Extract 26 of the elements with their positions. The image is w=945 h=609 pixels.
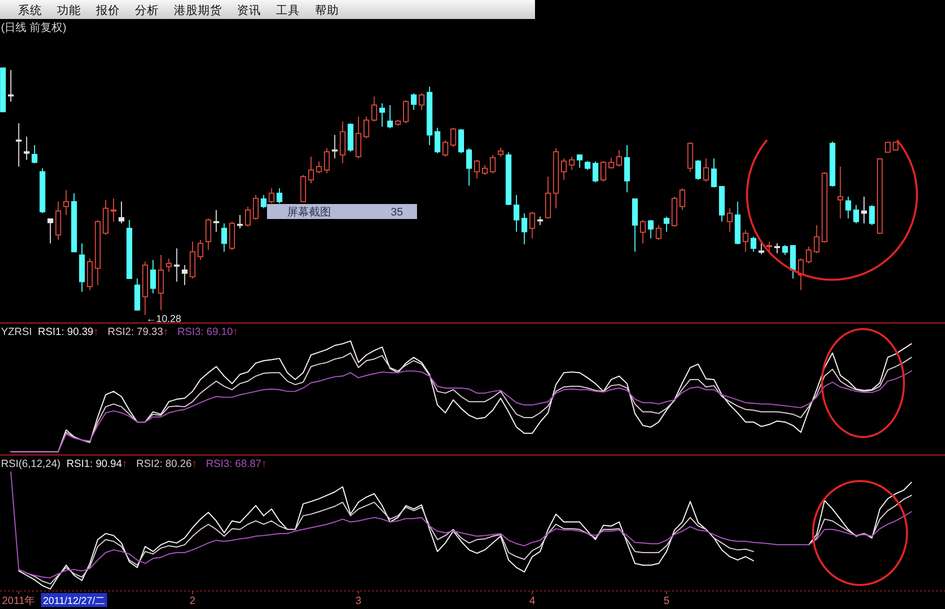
text: 帮助 [315,4,339,17]
chart-title: YZRSI [1,326,32,338]
annotation: 屏幕截图 [287,206,331,218]
text: 功能 [57,4,81,17]
text: RSI1: 90.39↑ [38,326,99,338]
x-tick-label: 2011年 [2,595,36,607]
chart-title: RSI(6,12,24) [1,458,61,470]
text: RSI3: 68.87↑ [206,458,267,470]
x-tick-label: 3 [356,595,362,607]
x-tick-label: 2 [190,595,196,607]
text: 2011/12/27/二 [43,596,106,607]
annotation: 35 [390,206,403,218]
text: RSI2: 80.26↑ [136,458,197,470]
text: 资讯 [237,4,261,17]
x-tick-label: 5 [664,595,670,607]
text: 港股期货 [174,4,222,17]
annotation: ←10.28 [146,314,182,325]
text: RSI1: 90.94↑ [66,458,128,470]
text: 分析 [135,4,159,17]
text: 报价 [95,4,120,17]
chart-title: (日线 前复权) [1,21,66,34]
x-tick-label: 4 [529,595,536,607]
text: 系统 [18,3,42,17]
text: 工具 [276,4,300,17]
text: RSI3: 69.10↑ [177,326,238,338]
text: RSI2: 79.33↑ [108,326,168,338]
